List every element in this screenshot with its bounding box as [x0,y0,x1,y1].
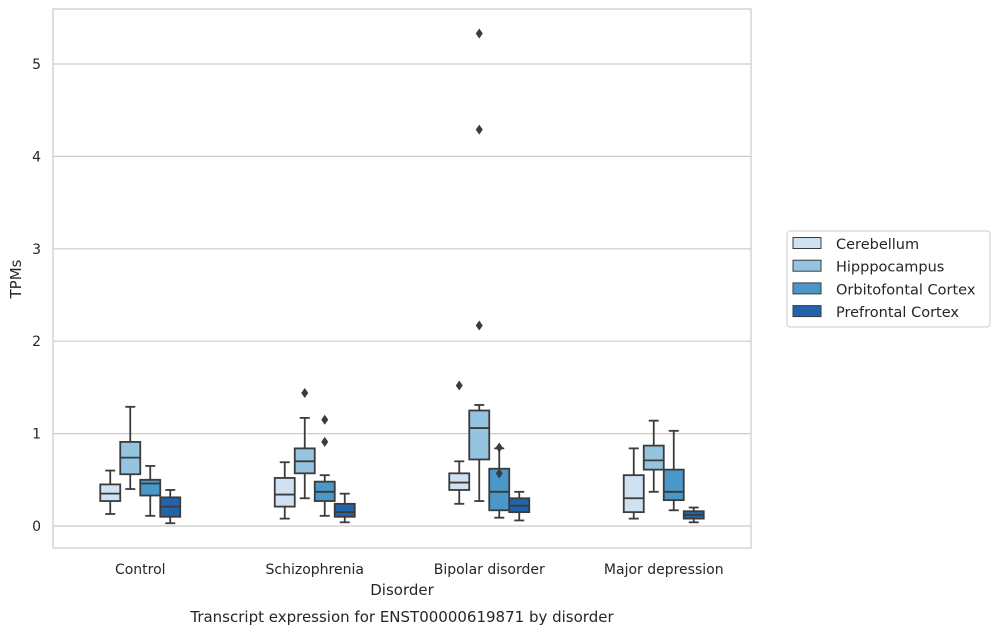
box-iqr [99,483,122,502]
outlier-point [495,442,503,453]
y-axis-title: TPMs [7,259,25,299]
box-group [468,28,491,502]
box-group [293,387,316,500]
box-iqr [448,472,471,491]
outlier-point [475,320,483,331]
box-iqr [468,409,491,461]
box-iqr [139,478,162,497]
legend: Cerebellum Hipppocampus Orbitofontal Corte… [786,230,991,328]
y-tick-label: 3 [32,242,41,258]
legend-label: Cerebellum [836,237,919,253]
plot-frame [52,8,752,549]
legend-swatch [792,259,822,272]
legend-label: Prefrontal Cortex [836,305,959,321]
y-tick-label: 2 [32,334,41,350]
gridlines [53,63,751,527]
x-tick-label: Schizophrenia [266,562,364,578]
x-tick-label: Control [115,562,166,578]
box-group [273,461,296,520]
box-group [333,492,356,524]
y-tick-label: 4 [32,149,41,165]
box-marks [99,28,705,525]
legend-swatch [792,305,822,318]
box-group [488,442,511,519]
box-iqr [662,468,685,502]
chart-title: Transcript expression for ENST0000061987… [189,608,614,626]
y-tick-label: 5 [32,57,41,73]
outlier-point [475,28,483,39]
box-group [448,380,471,505]
x-tick-labels: Control Schizophrenia Bipolar disorder Majo… [115,562,724,578]
legend-swatch [792,282,822,295]
box-group [139,465,162,517]
box-group [99,469,122,515]
legend-label: Hipppocampus [836,260,944,276]
x-axis-title: Disorder [370,581,434,599]
box-group [159,489,182,525]
box-group [119,405,142,490]
outlier-point [321,436,329,447]
outlier-point [475,124,483,135]
box-group [662,429,685,512]
y-tick-labels: 0 1 2 3 4 5 [32,57,41,535]
box-iqr [622,474,645,514]
box-group [622,447,645,520]
legend-label: Orbitofontal Cortex [836,282,976,298]
box-group [313,414,336,517]
box-group [642,419,665,493]
box-group [508,490,531,522]
y-tick-label: 0 [32,519,41,535]
outlier-point [321,414,329,425]
box-iqr [273,477,296,508]
box-iqr [333,502,356,518]
box-iqr [642,444,665,471]
outlier-point [495,468,503,479]
legend-frame [786,230,991,328]
outlier-point [455,380,463,391]
x-tick-label: Major depression [604,562,724,578]
outlier-point [301,387,309,398]
box-group [682,506,705,524]
plot-background [53,9,751,548]
y-tick-label: 1 [32,427,41,443]
x-tick-label: Bipolar disorder [434,562,545,578]
legend-swatch [792,237,822,249]
